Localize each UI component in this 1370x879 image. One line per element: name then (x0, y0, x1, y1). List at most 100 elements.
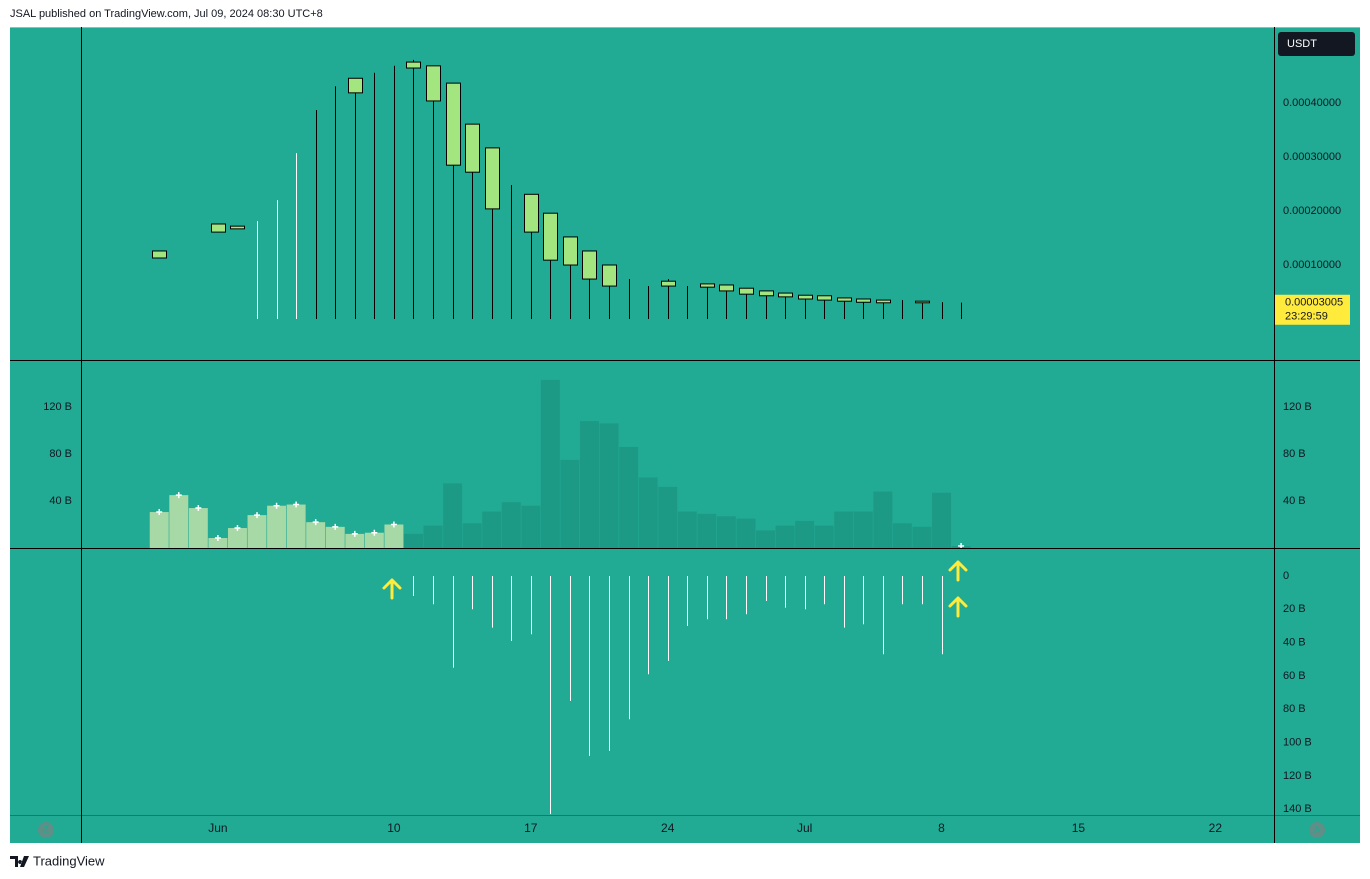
candle-body (426, 65, 441, 102)
candle-body (942, 302, 943, 304)
candle-body (277, 200, 278, 202)
volume-bar (247, 515, 267, 548)
candle-body (902, 300, 903, 302)
candle-body (524, 193, 539, 233)
x-tick-label: Jun (208, 821, 227, 835)
brand-logo (10, 856, 29, 867)
countdown: 23:29:59 (1285, 311, 1328, 323)
last-price: 0.00003005 (1285, 297, 1343, 309)
last-price-badge (1275, 294, 1350, 325)
volume-bar (443, 483, 463, 548)
volume-bar (208, 538, 228, 548)
y-tick-label: 0.00010000 (1283, 259, 1341, 271)
candle-body (798, 294, 813, 300)
volume-bar (853, 511, 873, 548)
volume-bar (638, 477, 658, 548)
currency-label[interactable]: USDT (1287, 38, 1317, 50)
y-tick-label: 100 B (1283, 736, 1312, 748)
volume-bar (521, 505, 541, 548)
volume-bar (423, 525, 443, 548)
y-tick-label: 0 (1283, 570, 1289, 582)
x-tick-label: 8 (938, 821, 945, 835)
candle-body (563, 236, 578, 266)
candle-body (485, 147, 500, 210)
volume-bar (540, 379, 560, 548)
candle-body (257, 221, 258, 223)
y-tick-label: 20 B (1283, 603, 1306, 615)
candle-body (739, 287, 754, 295)
candle-body (700, 283, 715, 288)
volume-bar (716, 516, 736, 548)
scale-button-label[interactable]: A (1314, 824, 1320, 834)
volume-bar (932, 492, 952, 548)
candle-body (661, 280, 676, 287)
y-tick-label: 0.00040000 (1283, 97, 1341, 109)
brand-name: TradingView (33, 853, 105, 868)
volume-bar (267, 505, 287, 548)
candle-body (296, 153, 297, 155)
volume-bar (580, 421, 599, 548)
candle-body (348, 77, 363, 94)
x-tick-label: 15 (1072, 821, 1086, 835)
x-tick-label: Jul (797, 821, 812, 835)
signal-arrow (382, 578, 402, 600)
volume-bar (736, 518, 756, 548)
volume-bar (775, 525, 795, 548)
y-tick-label: 120 B (1283, 401, 1312, 413)
candle-body (211, 223, 226, 233)
candle-body (374, 72, 375, 74)
volume-bar (795, 520, 815, 548)
volume-marker (312, 519, 319, 526)
scale-button[interactable] (1309, 822, 1325, 838)
x-tick-label: 17 (524, 821, 538, 835)
y-tick-label: 0.00020000 (1283, 205, 1341, 217)
y-tick-label: 120 B (43, 401, 72, 413)
volume-bar (814, 525, 834, 548)
y-tick-label: 60 B (1283, 670, 1306, 682)
volume-marker (371, 529, 378, 536)
candle-body (961, 302, 962, 304)
volume-bar (482, 511, 502, 548)
volume-bar (325, 526, 345, 548)
y-tick-label: 140 B (1283, 803, 1312, 815)
y-tick-label: 120 B (1283, 770, 1312, 782)
candle-body (543, 212, 558, 261)
candle-body (687, 286, 688, 288)
volume-bar (169, 495, 189, 548)
volume-marker (293, 501, 300, 508)
volume-bar (462, 523, 482, 548)
y-tick-label: 0.00030000 (1283, 151, 1341, 163)
candle-body (759, 290, 774, 297)
chart-background (10, 27, 1360, 843)
marks: Jun 10 17 24 Jul 8 15 22 0.00010000 0.00020000 0.0… (43, 59, 1350, 835)
volume-marker (195, 505, 202, 512)
scale-button-label[interactable]: Z (43, 824, 49, 834)
currency-badge[interactable] (1278, 32, 1355, 56)
volume-bar (345, 533, 365, 548)
candle-body (817, 295, 832, 301)
volume-bar (306, 522, 326, 548)
candle-body (446, 82, 461, 166)
volume-bar (834, 511, 854, 548)
publish-header: JSAL published on TradingView.com, Jul 0… (10, 8, 323, 20)
volume-bar (677, 511, 697, 548)
volume-bar (912, 526, 932, 548)
volume-bar (286, 504, 306, 548)
volume-bar (149, 512, 169, 548)
y-tick-label: 40 B (1283, 495, 1306, 507)
volume-marker (175, 492, 182, 499)
y-tick-label: 40 B (49, 495, 72, 507)
x-tick-label: 24 (661, 821, 675, 835)
volume-marker (332, 523, 339, 530)
scale-button[interactable] (38, 822, 54, 838)
volume-marker (214, 535, 221, 542)
candle-body (152, 250, 167, 259)
volume-bar (364, 532, 384, 548)
candle-body (582, 250, 597, 280)
candle-body (837, 297, 852, 302)
candle-body (915, 300, 930, 304)
candle-body (778, 292, 793, 298)
arrows (382, 560, 968, 618)
